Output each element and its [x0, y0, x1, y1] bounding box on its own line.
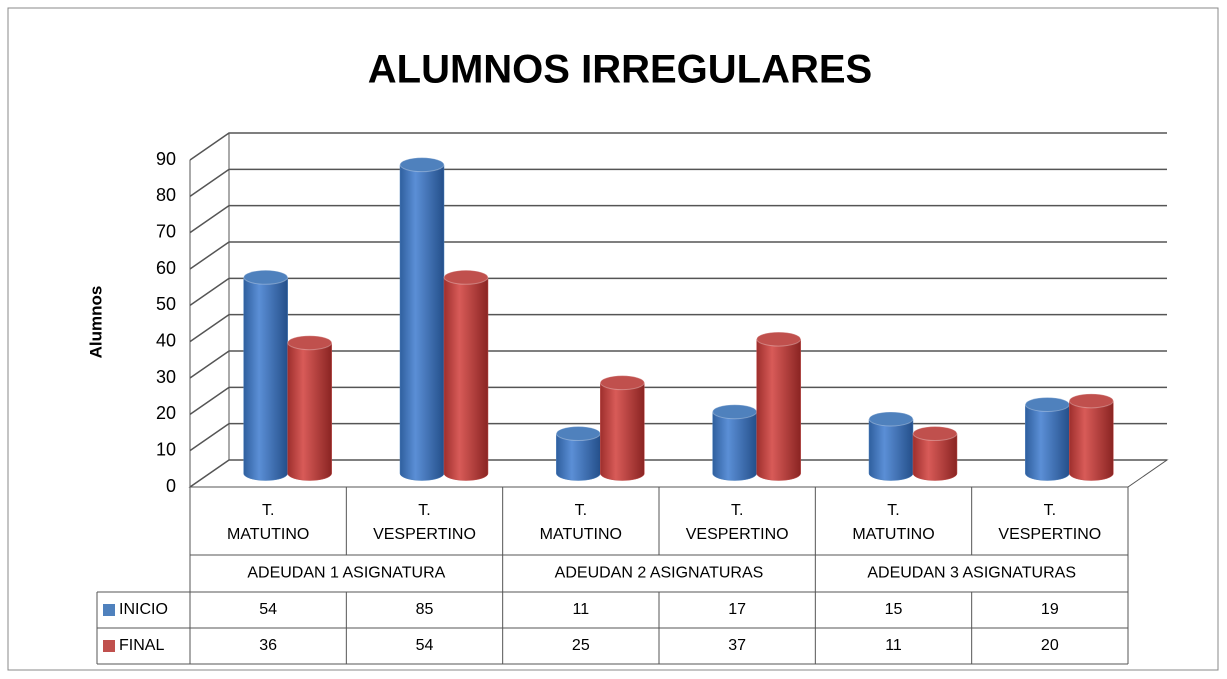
floor	[188, 459, 1169, 488]
bar-top	[243, 269, 289, 285]
x-tick-label: T. VESPERTINO	[373, 502, 476, 543]
y-tick-label: 20	[156, 403, 176, 423]
legend-swatch	[103, 604, 115, 616]
bar-body	[399, 164, 445, 481]
bar-top	[868, 411, 914, 427]
bar	[1068, 393, 1114, 481]
x-tick-label: T. MATUTINO	[539, 502, 622, 543]
bar-top	[287, 335, 333, 351]
bar-body	[868, 418, 914, 481]
legend-label: FINAL	[119, 637, 164, 654]
grid-line	[189, 204, 1167, 234]
y-tick-label: 80	[156, 185, 176, 205]
x-tick-label: T. VESPERTINO	[998, 502, 1102, 543]
y-tick-label: 10	[156, 439, 176, 459]
bar-body	[712, 411, 757, 481]
bar	[399, 157, 445, 481]
table-value: 20	[1041, 637, 1059, 654]
grid-line	[189, 168, 1167, 197]
bar-top	[1024, 396, 1070, 412]
bar-body	[756, 338, 801, 481]
grid-line	[189, 241, 1167, 270]
table-value: 17	[728, 601, 746, 618]
bar	[599, 375, 645, 481]
bar-body	[287, 342, 332, 481]
y-axis-label: Alumnos	[86, 286, 105, 359]
bar	[555, 426, 601, 481]
bar-top	[599, 375, 645, 391]
bar-top	[712, 404, 758, 420]
bar	[243, 269, 289, 481]
bar	[712, 404, 758, 481]
table-value: 25	[572, 637, 590, 654]
grid-line	[189, 350, 1167, 379]
bar	[868, 411, 914, 481]
grid-line	[189, 313, 1167, 343]
bar-body	[600, 382, 645, 481]
bar	[756, 331, 802, 481]
grid-line	[189, 132, 1167, 161]
legend-label: INICIO	[119, 601, 168, 618]
y-tick-label: 70	[156, 221, 176, 241]
table-value: 11	[885, 637, 902, 654]
bar-body	[243, 277, 288, 481]
bar-top	[1068, 393, 1114, 409]
bar-top	[555, 426, 601, 442]
table-value: 19	[1041, 601, 1059, 618]
bar	[443, 269, 489, 481]
grid-line	[189, 386, 1167, 415]
bar-top	[443, 269, 489, 285]
bar	[287, 335, 333, 481]
y-tick-label: 0	[166, 476, 176, 496]
grid-line	[189, 459, 1167, 488]
bar-body	[443, 277, 489, 481]
y-tick-label: 30	[156, 367, 176, 387]
bar	[912, 426, 958, 481]
y-tick-label: 90	[156, 149, 176, 169]
table-value: 36	[259, 637, 277, 654]
chart-title: ALUMNOS IRREGULARES	[368, 48, 872, 92]
bar-body	[1025, 404, 1070, 481]
grid-line	[189, 422, 1167, 452]
group-label: ADEUDAN 3 ASIGNATURAS	[867, 565, 1076, 582]
bar	[1024, 396, 1070, 481]
group-label: ADEUDAN 2 ASIGNATURAS	[555, 565, 764, 582]
table-value: 54	[416, 637, 434, 654]
bar-body	[1069, 400, 1114, 481]
x-tick-label: T. MATUTINO	[852, 502, 935, 543]
table-value: 85	[416, 601, 434, 618]
grid-line	[189, 277, 1167, 306]
bar-top	[912, 426, 958, 442]
bar-top	[399, 157, 445, 173]
legend-swatch	[103, 640, 115, 652]
table-value: 11	[573, 601, 590, 618]
chart-border	[7, 7, 1219, 671]
x-tick-label: T. MATUTINO	[226, 502, 310, 543]
x-tick-label: T. VESPERTINO	[685, 502, 789, 543]
y-tick-label: 40	[156, 330, 176, 350]
bar-top	[756, 331, 802, 347]
table-value: 54	[259, 601, 277, 618]
y-tick-label: 50	[156, 294, 176, 314]
table-value: 15	[885, 601, 903, 618]
group-label: ADEUDAN 1 ASIGNATURA	[247, 565, 445, 582]
table-value: 37	[728, 637, 746, 654]
y-tick-label: 60	[156, 258, 176, 278]
bar-body	[912, 433, 958, 481]
bar-body	[556, 433, 601, 481]
